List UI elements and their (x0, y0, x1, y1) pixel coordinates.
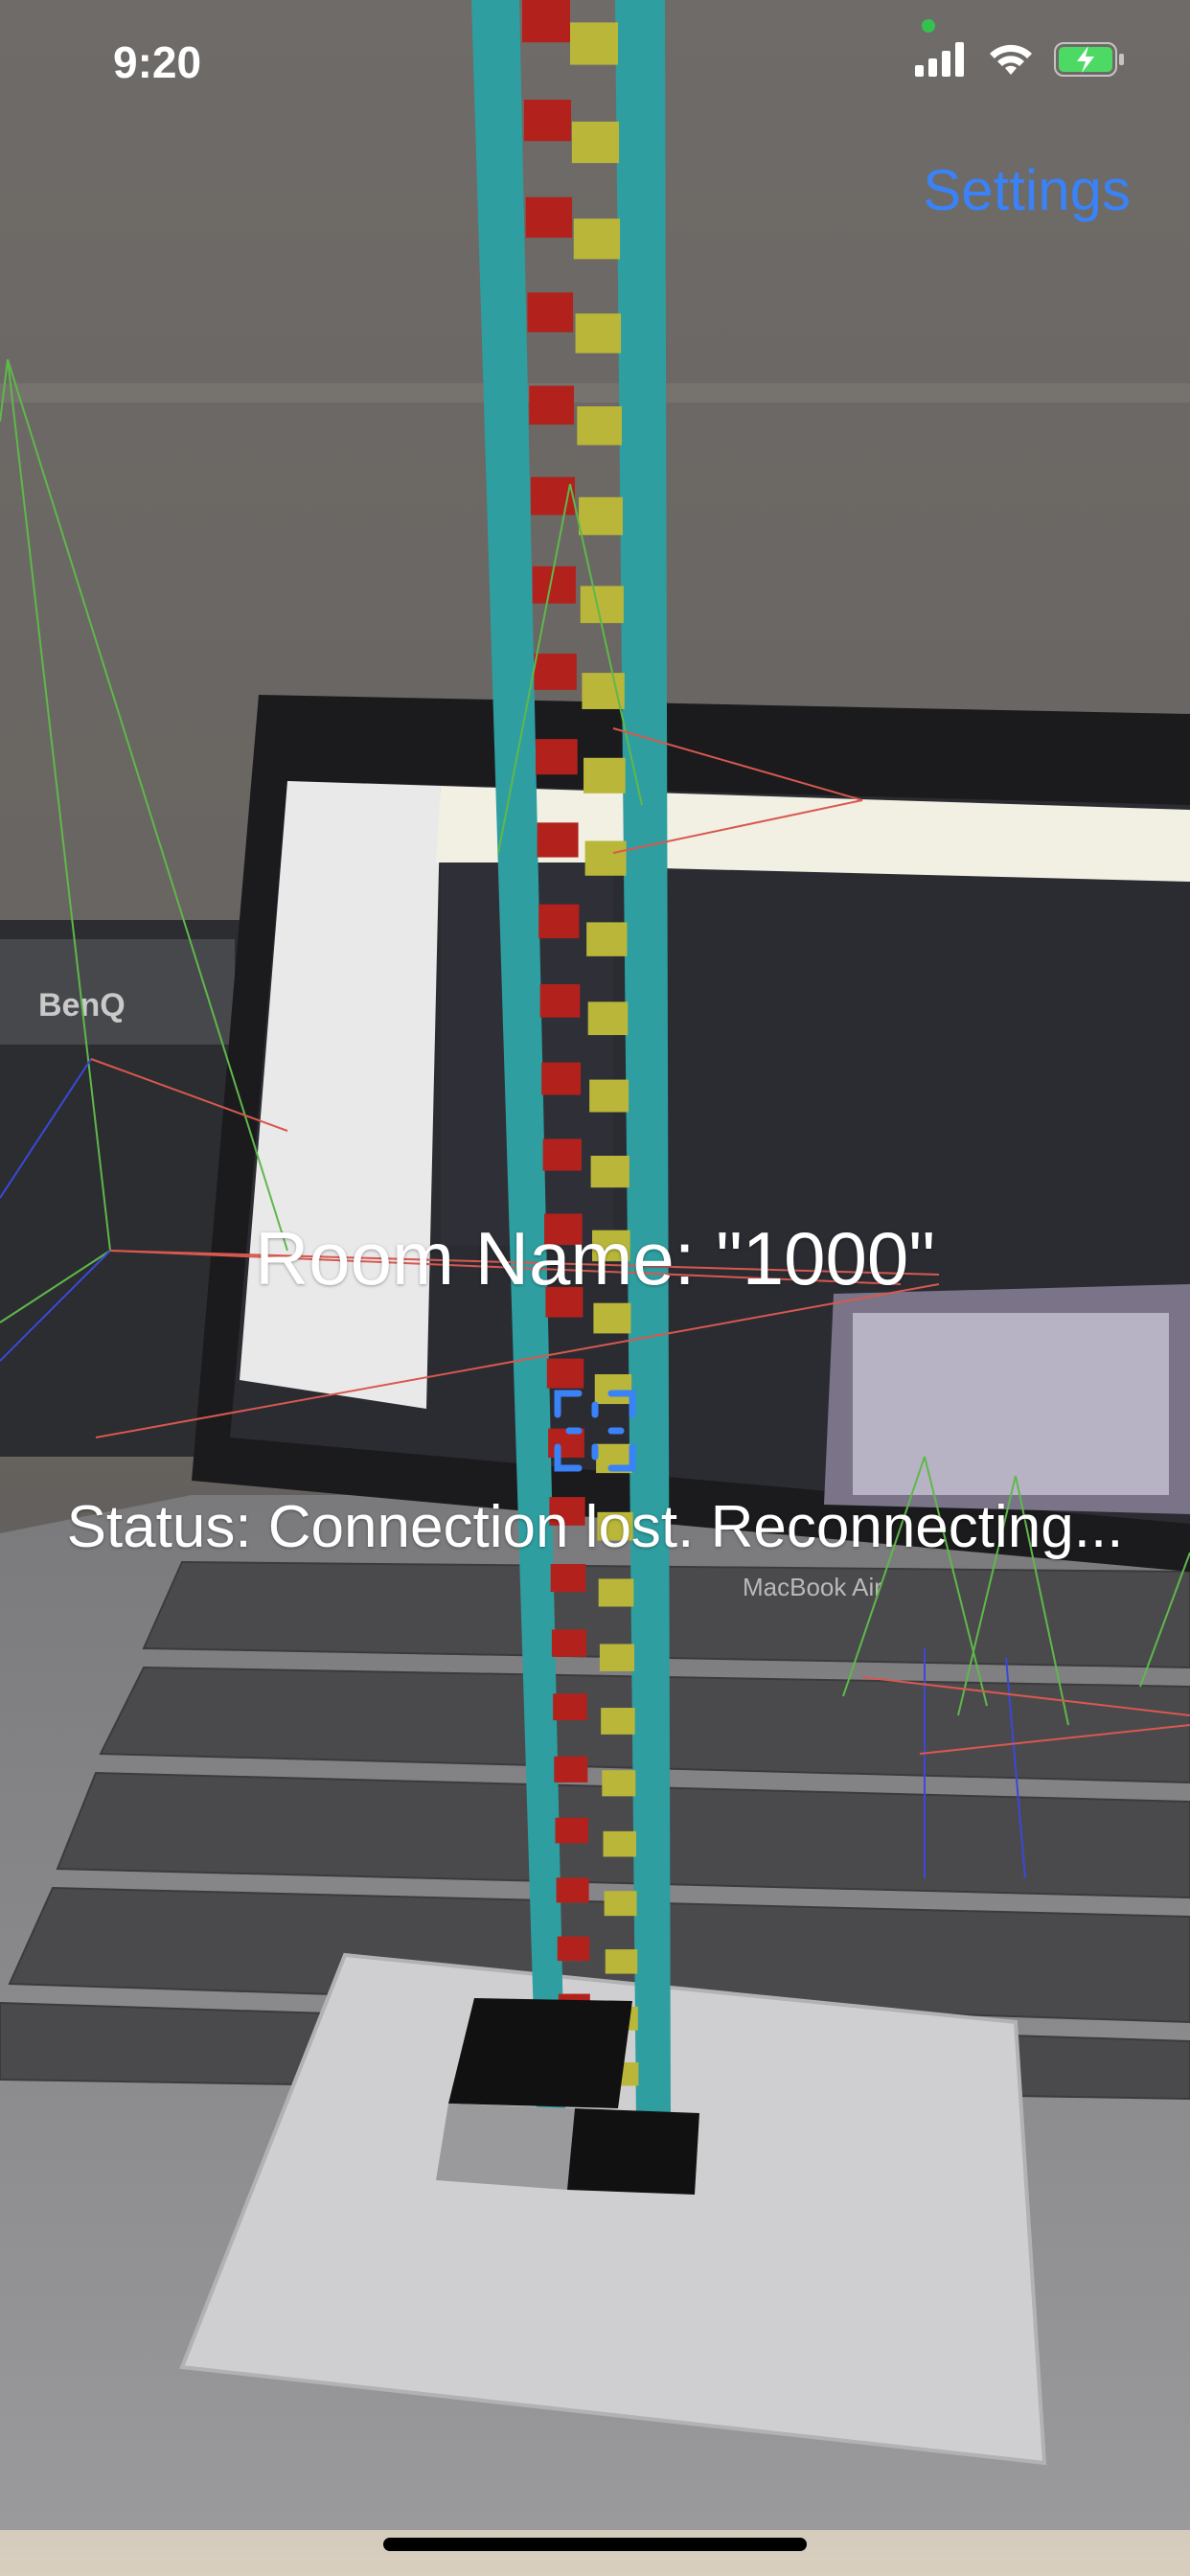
tower-block-yellow (580, 586, 624, 624)
tower-block-red (537, 822, 579, 858)
tower-block-red (541, 1062, 582, 1095)
tower-block-red (553, 1693, 587, 1721)
tower-rail-right (615, 0, 671, 2123)
tower-block-yellow (598, 1578, 634, 1607)
tower-block-red (549, 1497, 585, 1526)
tower-block-yellow (601, 1708, 635, 1735)
room-name-label: Room Name: "1000" (254, 1216, 936, 1300)
tower-block-red (545, 1286, 584, 1318)
tower-block-yellow (594, 1374, 632, 1405)
tower-block-red (554, 1756, 588, 1782)
tower-block-yellow (590, 1155, 629, 1188)
battery-charging-icon (1054, 42, 1124, 77)
tower-block-red (539, 984, 581, 1018)
status-bar: 9:20 (0, 0, 1190, 134)
ar-debug-lines (0, 358, 1190, 1879)
tower-block-yellow (570, 22, 618, 65)
focus-square-icon (554, 1390, 636, 1472)
connection-status-label: Status: Connection lost. Reconnecting... (66, 1494, 1124, 1560)
settings-button[interactable]: Settings (923, 158, 1131, 222)
tower-block-red (557, 1936, 590, 1962)
tower-block-red (551, 1629, 587, 1657)
tower-block-red (529, 385, 575, 426)
tower-block-red (550, 1564, 586, 1593)
tower-block-red (522, 0, 570, 43)
tower-block-yellow (584, 840, 627, 876)
tower-block-red (544, 1213, 583, 1245)
tower-block-red (523, 100, 572, 142)
monitor: BenQ (0, 920, 249, 1457)
tower-block-red (525, 196, 573, 239)
ar-tower (471, 0, 671, 2123)
tower-block-yellow (584, 757, 626, 794)
tower-block-yellow (599, 1644, 635, 1671)
tower-block-yellow (592, 1230, 630, 1262)
tower-block-yellow (602, 1770, 636, 1797)
tower-block-red (532, 565, 576, 604)
tower-block-red (534, 654, 577, 690)
tower-block-yellow (575, 313, 622, 354)
tower-block-red (546, 1358, 584, 1389)
status-time: 9:20 (113, 37, 202, 87)
tower-block-yellow (597, 1511, 633, 1541)
tower-block-yellow (604, 1891, 637, 1917)
ar-target-marker (436, 1998, 699, 2195)
laptop-model-text: MacBook Air (743, 1573, 882, 1601)
tower-block-red (555, 1817, 588, 1844)
tower-block-yellow (579, 496, 623, 536)
tower-block-red (542, 1138, 582, 1171)
tower-block-red (527, 292, 574, 333)
tower-block-yellow (603, 1830, 636, 1857)
tower-block-red (538, 904, 580, 939)
tower-block-red (556, 1877, 589, 1903)
tower-block-red (536, 739, 578, 775)
tower-block-yellow (605, 1949, 638, 1974)
tower-rail-left (471, 0, 565, 2113)
trackpad (179, 1952, 1047, 2466)
tower-block-yellow (577, 406, 623, 446)
tower-block-yellow (573, 218, 621, 260)
tower-block-yellow (582, 673, 625, 709)
tower-block-yellow (586, 922, 628, 956)
tower-block-yellow (593, 1302, 631, 1334)
tower-block-yellow (587, 1001, 629, 1036)
tower-block-yellow (571, 121, 620, 164)
signal-icon (915, 42, 964, 77)
camera-in-use-indicator (922, 19, 935, 33)
wifi-icon (990, 44, 1032, 75)
home-indicator (383, 2538, 807, 2551)
tower-block-yellow (589, 1079, 629, 1113)
